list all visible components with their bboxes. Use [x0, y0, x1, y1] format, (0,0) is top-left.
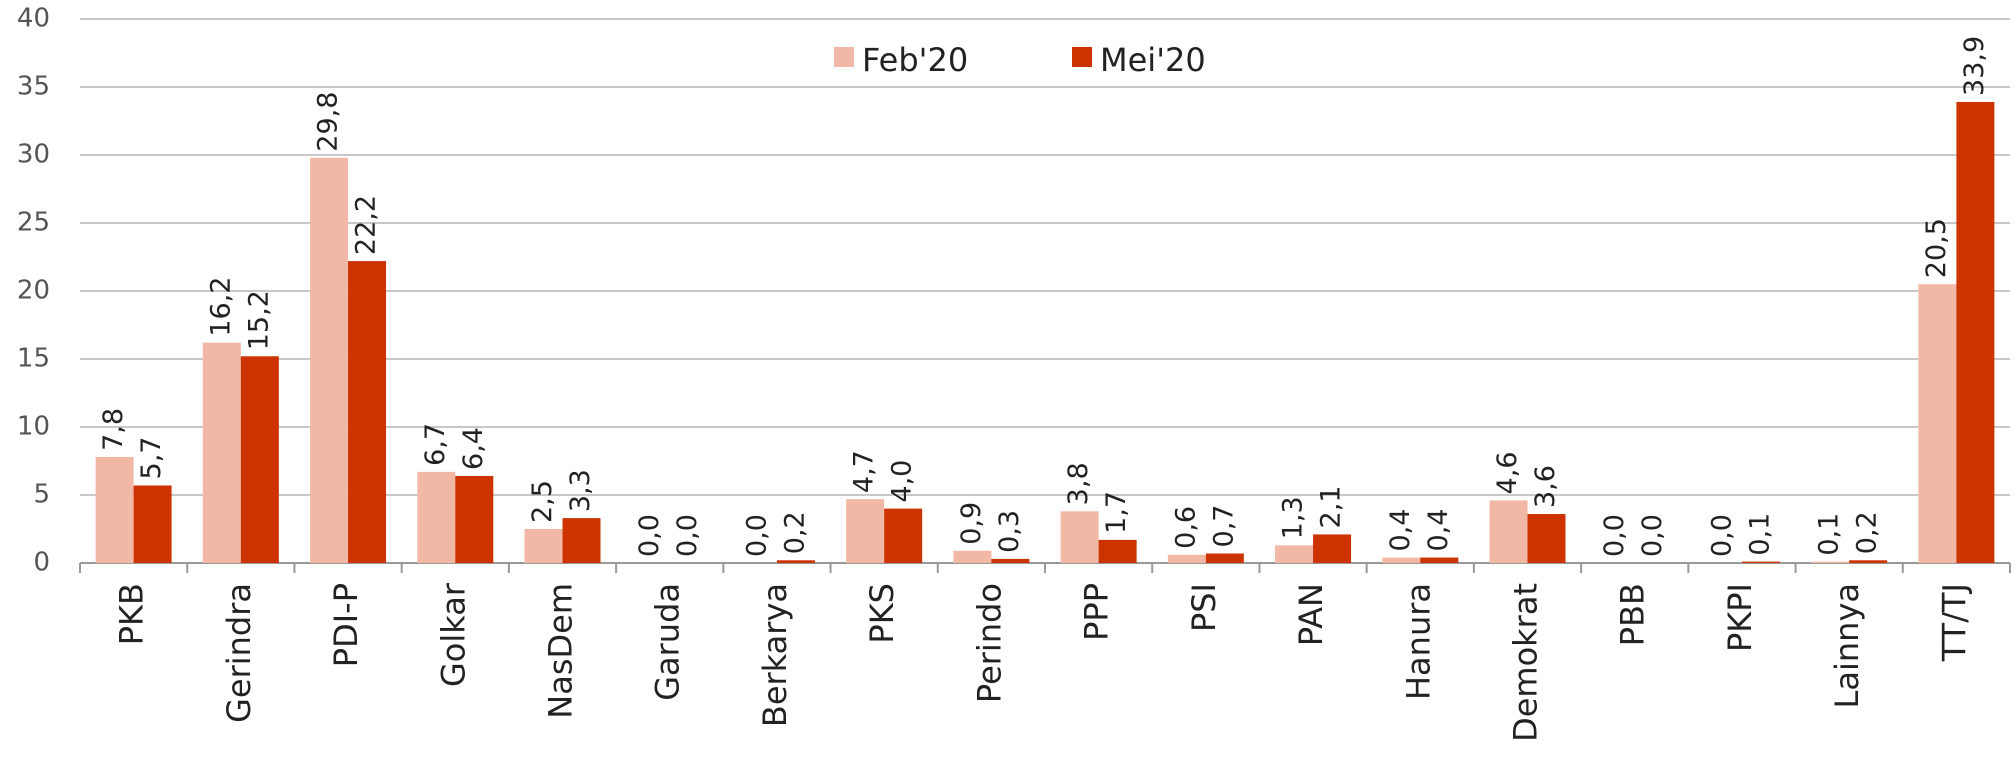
bar — [1275, 545, 1314, 563]
data-label: 0,0 — [1637, 514, 1668, 557]
data-label: 0,0 — [741, 514, 772, 557]
bar — [1420, 557, 1459, 563]
bar — [991, 558, 1030, 563]
bar — [1956, 101, 1995, 564]
x-tick-label: NasDem — [542, 583, 580, 719]
x-tick-label: Lainnya — [1828, 583, 1866, 708]
bar — [1382, 557, 1421, 563]
x-tick-label: PPP — [1078, 583, 1116, 641]
bar — [202, 342, 241, 563]
data-label: 0,4 — [1423, 509, 1454, 552]
data-label: 6,7 — [420, 423, 451, 466]
x-tick-label: Demokrat — [1507, 583, 1545, 742]
bar — [455, 475, 494, 563]
legend-label: Feb'20 — [862, 41, 968, 79]
data-label: 20,5 — [1921, 218, 1952, 278]
bar — [1741, 561, 1780, 563]
data-label: 1,7 — [1101, 491, 1132, 534]
y-tick-label: 40 — [17, 4, 50, 34]
data-label: 1,3 — [1278, 496, 1309, 539]
data-label: 0,0 — [672, 514, 703, 557]
bar — [1849, 560, 1888, 563]
y-tick-label: 15 — [17, 344, 50, 374]
bar — [1167, 554, 1206, 563]
bar — [776, 560, 815, 563]
x-tick-label: Perindo — [970, 583, 1008, 703]
data-label: 4,0 — [887, 460, 918, 503]
y-tick-label: 25 — [17, 208, 50, 238]
x-tick-label: Golkar — [434, 582, 472, 687]
data-label: 0,1 — [1814, 513, 1845, 556]
x-tick-label: PKB — [113, 583, 151, 645]
data-label: 15,2 — [243, 290, 274, 350]
bar — [562, 518, 601, 563]
x-tick-label: PSI — [1185, 583, 1223, 632]
bar — [348, 261, 387, 563]
y-tick-label: 5 — [33, 480, 50, 510]
bar — [95, 456, 134, 563]
x-tick-label: PDI-P — [327, 583, 365, 667]
data-label: 4,7 — [849, 450, 880, 493]
data-label: 0,0 — [1599, 514, 1630, 557]
data-label: 16,2 — [205, 277, 236, 337]
x-tick-label: PAN — [1292, 583, 1330, 646]
y-tick-label: 30 — [17, 140, 50, 170]
y-tick-label: 10 — [17, 412, 50, 442]
y-tick-label: 35 — [17, 72, 50, 102]
bar — [953, 550, 992, 563]
bar — [133, 485, 172, 563]
legend-swatch — [1072, 47, 1092, 67]
data-label: 7,8 — [98, 408, 129, 451]
data-label: 0,6 — [1170, 506, 1201, 549]
x-tick-label: Berkarya — [756, 583, 794, 727]
legend-swatch — [834, 47, 854, 67]
data-label: 4,6 — [1492, 451, 1523, 494]
data-label: 0,0 — [634, 514, 665, 557]
bar — [1313, 534, 1352, 563]
bar — [1527, 514, 1566, 563]
data-label: 0,2 — [1852, 511, 1883, 554]
bar — [1060, 511, 1099, 563]
data-label: 0,1 — [1744, 513, 1775, 556]
data-label: 2,1 — [1316, 485, 1347, 528]
data-label: 2,5 — [527, 480, 558, 523]
x-tick-label: TT/TJ — [1935, 583, 1973, 662]
data-label: 0,2 — [779, 511, 810, 554]
bar — [846, 499, 885, 563]
bar — [1489, 500, 1528, 563]
y-tick-label: 20 — [17, 276, 50, 306]
x-tick-label: PKS — [863, 583, 901, 644]
y-tick-label: 0 — [33, 548, 50, 578]
data-label: 0,0 — [1706, 514, 1737, 557]
bar — [1918, 284, 1957, 563]
legend-label: Mei'20 — [1100, 41, 1206, 79]
x-tick-label: Hanura — [1399, 583, 1437, 700]
data-label: 0,3 — [994, 510, 1025, 553]
data-label: 29,8 — [313, 92, 344, 152]
data-label: 33,9 — [1959, 36, 1990, 96]
data-label: 0,7 — [1208, 505, 1239, 548]
data-label: 5,7 — [136, 437, 167, 480]
x-tick-label: Garuda — [649, 583, 687, 701]
data-label: 6,4 — [458, 427, 489, 470]
bar — [524, 529, 563, 563]
bar — [1811, 561, 1850, 563]
x-tick-label: PKPI — [1721, 583, 1759, 652]
bar — [1205, 553, 1244, 563]
data-label: 0,9 — [956, 502, 987, 545]
data-label: 3,8 — [1063, 462, 1094, 505]
bar — [310, 157, 349, 563]
x-tick-label: PBB — [1614, 583, 1652, 646]
bar — [240, 356, 279, 563]
data-label: 22,2 — [351, 195, 382, 255]
data-label: 3,6 — [1530, 465, 1561, 508]
x-tick-label: Gerindra — [220, 583, 258, 723]
data-label: 3,3 — [565, 469, 596, 512]
bar — [884, 508, 923, 563]
bar — [1098, 539, 1137, 563]
data-label: 0,4 — [1385, 509, 1416, 552]
bar — [417, 471, 456, 563]
